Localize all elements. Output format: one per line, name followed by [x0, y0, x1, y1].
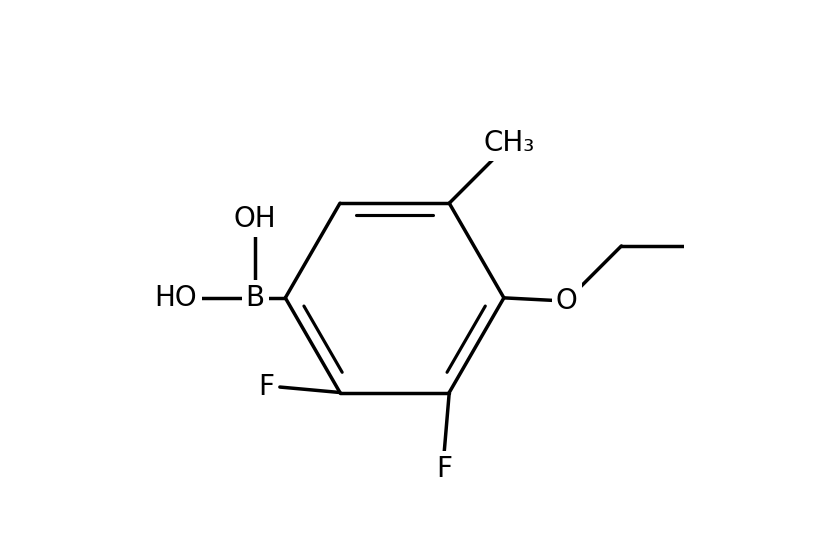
Text: CH₃: CH₃ — [483, 129, 535, 157]
Text: F: F — [258, 373, 275, 401]
Text: F: F — [436, 455, 452, 483]
Text: B: B — [246, 284, 265, 312]
Text: OH: OH — [234, 205, 276, 232]
Text: O: O — [556, 286, 578, 315]
Text: HO: HO — [155, 284, 197, 312]
